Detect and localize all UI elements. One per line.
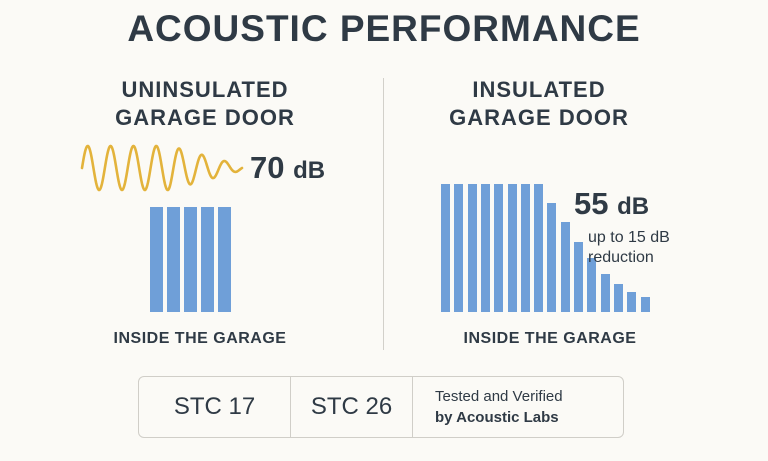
insulated-bar-16 bbox=[640, 297, 650, 312]
insulated-bar-13 bbox=[600, 274, 610, 312]
insulated-bar-5 bbox=[494, 184, 504, 312]
insulated-bar-9 bbox=[547, 203, 557, 312]
reduction-note-line1: up to 15 dB bbox=[588, 229, 670, 246]
insulated-bar-7 bbox=[520, 184, 530, 312]
stc-uninsulated-value: STC 17 bbox=[173, 393, 256, 420]
insulated-bar-1 bbox=[441, 184, 450, 312]
stc-ratings-box: STC 17 STC 26 Tested and Verified by Aco… bbox=[138, 376, 624, 438]
insulated-bar-8 bbox=[534, 184, 544, 312]
sound-wave-icon bbox=[80, 144, 244, 192]
uninsulated-heading-line2: GARAGE DOOR bbox=[115, 105, 295, 130]
column-divider bbox=[383, 78, 384, 350]
verified-line1: Tested and Verified bbox=[435, 388, 563, 405]
stc-uninsulated-cell: STC 17 bbox=[139, 377, 290, 437]
page-title: ACOUSTIC PERFORMANCE bbox=[127, 8, 641, 49]
uninsulated-heading-line1: UNINSULATED bbox=[121, 77, 289, 102]
insulated-bar-12 bbox=[587, 258, 597, 312]
uninsulated-db-level: 70 dB bbox=[250, 150, 325, 186]
insulated-heading-line2: GARAGE DOOR bbox=[449, 105, 629, 130]
verified-cell: Tested and Verified by Acoustic Labs bbox=[412, 377, 622, 437]
insulated-db-level: 55 dB bbox=[574, 186, 649, 222]
insulated-caption: INSIDE THE GARAGE bbox=[463, 330, 637, 347]
insulated-bar-10 bbox=[560, 222, 570, 312]
uninsulated-caption: INSIDE THE GARAGE bbox=[113, 330, 287, 347]
uninsulated-heading: UNINSULATED GARAGE DOOR bbox=[92, 76, 318, 132]
stc-insulated-value: STC 26 bbox=[310, 393, 393, 420]
uninsulated-bar-2 bbox=[167, 207, 180, 312]
insulated-bar-2 bbox=[454, 184, 464, 312]
uninsulated-db-unit: dB bbox=[293, 157, 326, 184]
insulated-db-value: 55 bbox=[574, 186, 609, 221]
uninsulated-bar-5 bbox=[218, 207, 231, 312]
insulated-bar-4 bbox=[480, 184, 490, 312]
reduction-note: up to 15 dB reduction bbox=[588, 228, 670, 268]
uninsulated-bar-3 bbox=[184, 207, 197, 312]
insulated-db-unit: dB bbox=[617, 193, 650, 220]
reduction-note-line2: reduction bbox=[588, 249, 654, 266]
insulated-bar-3 bbox=[467, 184, 477, 312]
uninsulated-db-value: 70 bbox=[250, 150, 285, 185]
uninsulated-bar-1 bbox=[150, 207, 163, 312]
insulated-bar-15 bbox=[627, 292, 637, 312]
insulated-bar-6 bbox=[507, 184, 517, 312]
insulated-heading-line1: INSULATED bbox=[472, 77, 606, 102]
verified-line2: by Acoustic Labs bbox=[435, 409, 559, 426]
insulated-bar-14 bbox=[613, 284, 623, 312]
stc-insulated-cell: STC 26 bbox=[290, 377, 412, 437]
uninsulated-bar-4 bbox=[201, 207, 214, 312]
insulated-heading: INSULATED GARAGE DOOR bbox=[430, 76, 648, 132]
insulated-bar-11 bbox=[574, 242, 583, 312]
